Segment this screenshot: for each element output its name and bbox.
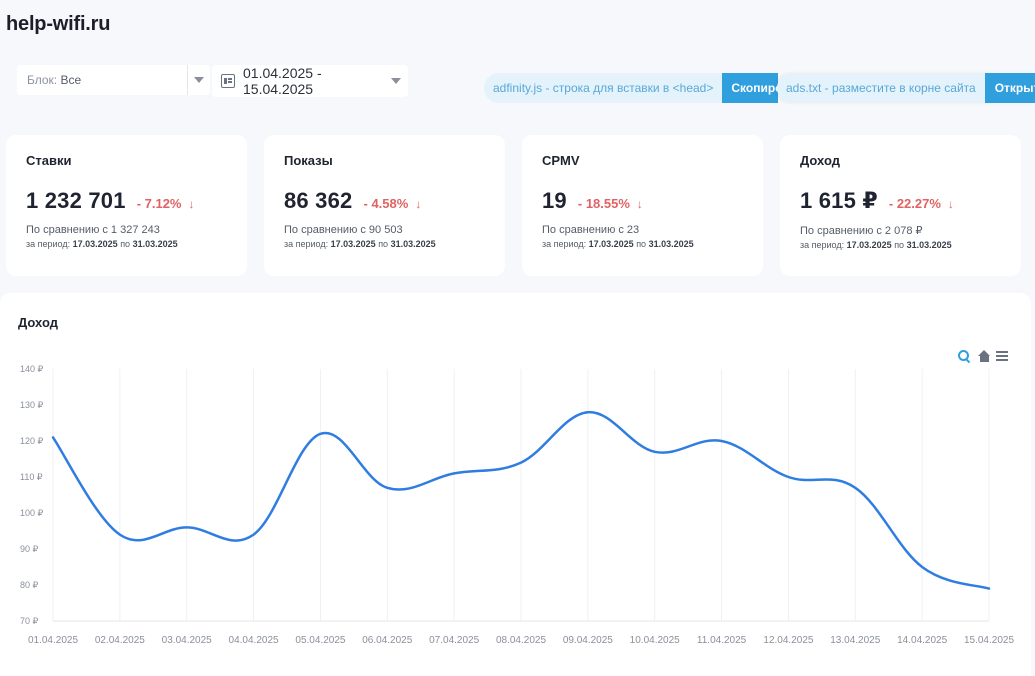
block-select[interactable]: Блок: Все	[17, 65, 210, 95]
y-tick-label: 110 ₽	[20, 472, 43, 482]
card-value: 19	[542, 188, 567, 213]
x-tick-label: 13.04.2025	[830, 635, 880, 646]
block-select-value: Блок: Все	[27, 73, 82, 87]
arrow-down-icon: ↓	[636, 197, 643, 211]
card-compare: По сравнению с 1 327 243	[26, 224, 160, 236]
card-value: 1 232 701	[26, 188, 126, 213]
chart-toolbar	[958, 350, 1008, 362]
card-value: 86 362	[284, 188, 353, 213]
card-period: за период: 17.03.2025 по 31.03.2025	[26, 239, 178, 249]
data-point	[318, 432, 322, 436]
y-tick-label: 100 ₽	[20, 508, 44, 518]
revenue-chart: 70 ₽ 80 ₽ 90 ₽ 100 ₽ 110 ₽ 120 ₽ 130 ₽ 140 ₽ 01.…	[20, 364, 1014, 646]
x-tick-label: 06.04.2025	[362, 635, 412, 646]
y-tick-label: 140 ₽	[20, 364, 44, 374]
site-title: help-wifi.ru	[6, 13, 111, 35]
menu-icon[interactable]	[996, 351, 1008, 361]
card-delta: - 7.12%	[136, 196, 182, 211]
revenue-chart-panel: 70 ₽ 80 ₽ 90 ₽ 100 ₽ 110 ₽ 120 ₽ 130 ₽ 140 ₽ 01.…	[0, 293, 1031, 676]
card-value: 1 615 ₽	[800, 188, 878, 213]
card-delta: - 22.27%	[888, 196, 941, 211]
data-point	[653, 450, 657, 454]
data-point	[252, 533, 256, 537]
x-tick-label: 11.04.2025	[697, 635, 747, 646]
data-point	[920, 565, 924, 569]
arrow-down-icon: ↓	[415, 197, 422, 211]
revenue-series-line	[51, 410, 991, 590]
zoom-icon[interactable]	[958, 350, 970, 362]
x-tick-label: 04.04.2025	[229, 635, 279, 646]
x-tick-label: 01.04.2025	[28, 635, 78, 646]
data-point	[720, 439, 724, 443]
stat-card-cpmv: CPMV 19 - 18.55% ↓ По сравнению с 23 за …	[522, 135, 763, 276]
x-tick-label: 15.04.2025	[964, 635, 1014, 646]
y-tick-label: 90 ₽	[20, 544, 39, 554]
x-tick-label: 09.04.2025	[563, 635, 613, 646]
arrow-down-icon: ↓	[947, 197, 954, 211]
chevron-down-icon[interactable]	[188, 77, 210, 83]
date-range-picker[interactable]: 01.04.2025 - 15.04.2025	[212, 65, 408, 97]
stat-card-revenue: Доход 1 615 ₽ - 22.27% ↓ По сравнению с …	[780, 135, 1021, 276]
snippet-adfinity: adfinity.js - строка для вставки в <head…	[484, 73, 778, 103]
x-tick-label: 02.04.2025	[95, 635, 145, 646]
home-icon[interactable]	[978, 350, 991, 362]
snippet-ads-txt-text: ads.txt - разместите в корне сайта	[786, 81, 976, 95]
data-point	[452, 471, 456, 475]
y-tick-label: 130 ₽	[20, 400, 44, 410]
y-tick-label: 120 ₽	[20, 436, 44, 446]
data-point	[987, 587, 991, 591]
snippet-ads-txt: ads.txt - разместите в корне сайта Откры…	[777, 73, 1035, 103]
card-title: Ставки	[26, 153, 72, 168]
copy-button[interactable]: Скопировать	[722, 73, 778, 103]
select-divider	[187, 65, 188, 95]
x-tick-label: 07.04.2025	[429, 635, 479, 646]
card-delta: - 4.58%	[363, 196, 409, 211]
open-button[interactable]: Открыть	[984, 73, 1035, 103]
stat-card-bids: Ставки 1 232 701 - 7.12% ↓ По сравнению …	[6, 135, 247, 276]
data-point	[519, 461, 523, 465]
card-compare: По сравнению с 23	[542, 224, 640, 236]
x-tick-label: 10.04.2025	[630, 635, 680, 646]
y-tick-label: 70 ₽	[20, 616, 39, 626]
card-compare: По сравнению с 90 503	[284, 224, 403, 236]
calendar-icon	[221, 74, 235, 88]
x-tick-label: 12.04.2025	[763, 635, 813, 646]
data-point	[586, 410, 590, 414]
card-period: за период: 17.03.2025 по 31.03.2025	[284, 239, 436, 249]
card-title: CPMV	[542, 153, 580, 168]
chart-title: Доход	[18, 315, 58, 330]
x-tick-label: 14.04.2025	[897, 635, 947, 646]
data-point	[118, 533, 122, 537]
data-point	[385, 486, 389, 490]
data-point	[853, 486, 857, 490]
card-title: Доход	[800, 153, 840, 168]
card-delta: - 18.55%	[577, 196, 630, 211]
arrow-down-icon: ↓	[188, 197, 195, 211]
x-tick-label: 08.04.2025	[496, 635, 546, 646]
card-period: за период: 17.03.2025 по 31.03.2025	[542, 239, 694, 249]
data-point	[51, 435, 55, 439]
x-tick-label: 05.04.2025	[295, 635, 345, 646]
card-title: Показы	[284, 153, 333, 168]
stat-card-impressions: Показы 86 362 - 4.58% ↓ По сравнению с 9…	[264, 135, 505, 276]
date-range-value: 01.04.2025 - 15.04.2025	[243, 65, 322, 97]
chevron-down-icon[interactable]	[384, 78, 408, 84]
card-compare: По сравнению с 2 078 ₽	[800, 225, 923, 237]
card-period: за период: 17.03.2025 по 31.03.2025	[800, 240, 952, 250]
snippet-adfinity-text: adfinity.js - строка для вставки в <head…	[493, 81, 714, 95]
y-tick-label: 80 ₽	[20, 580, 39, 590]
data-point	[786, 475, 790, 479]
data-point	[185, 525, 189, 529]
x-tick-label: 03.04.2025	[162, 635, 212, 646]
